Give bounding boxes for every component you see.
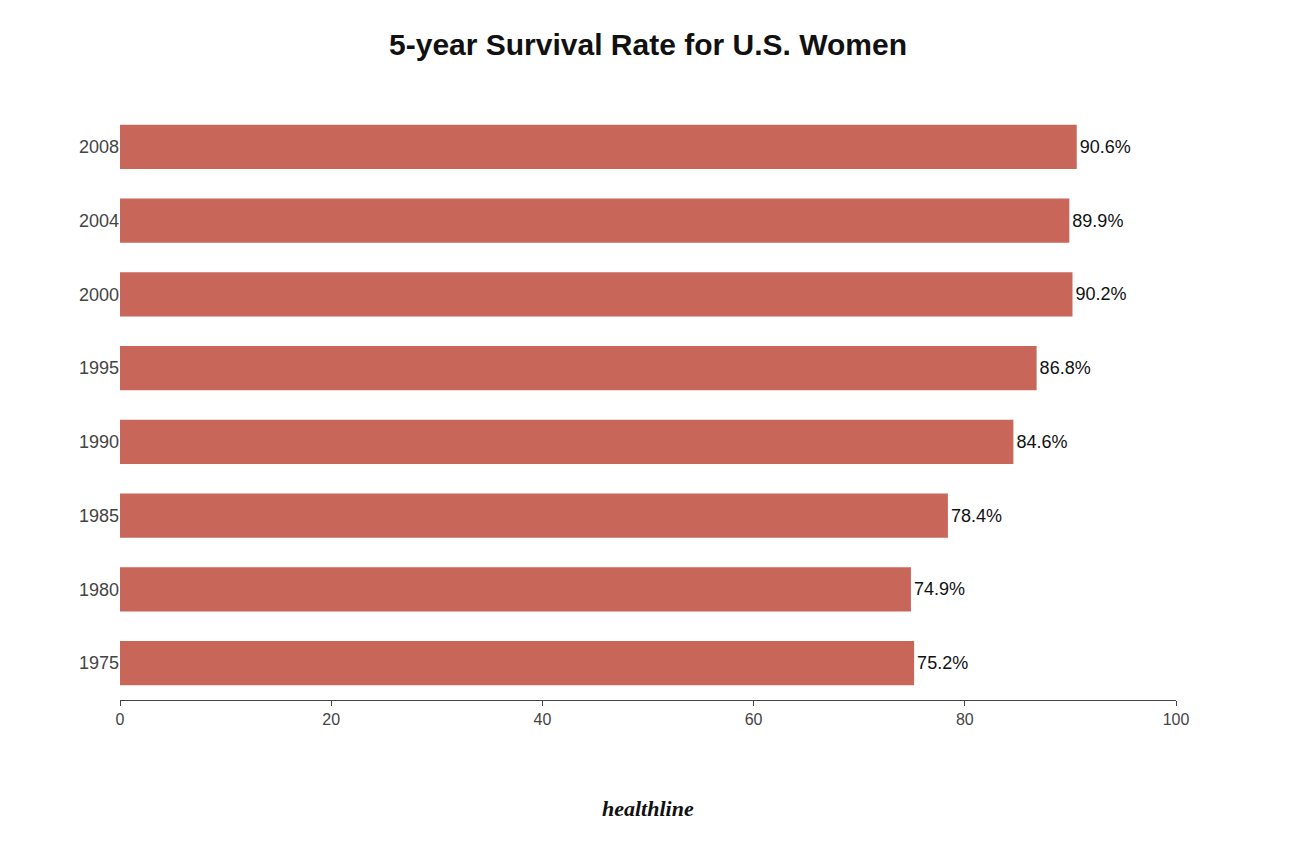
svg-text:86.8%: 86.8% [1040, 358, 1091, 378]
svg-text:75.2%: 75.2% [917, 653, 968, 673]
svg-text:1975: 1975 [79, 653, 119, 673]
svg-text:90.2%: 90.2% [1076, 284, 1127, 304]
svg-text:2008: 2008 [79, 137, 119, 157]
svg-text:1980: 1980 [79, 580, 119, 600]
svg-text:84.6%: 84.6% [1016, 432, 1067, 452]
svg-text:2004: 2004 [79, 211, 119, 231]
svg-text:78.4%: 78.4% [951, 506, 1002, 526]
svg-text:1990: 1990 [79, 432, 119, 452]
svg-text:2000: 2000 [79, 285, 119, 305]
svg-text:1995: 1995 [79, 358, 119, 378]
svg-text:1985: 1985 [79, 506, 119, 526]
svg-text:healthline: healthline [602, 796, 694, 821]
svg-text:5-year Survival Rate for U.S.: 5-year Survival Rate for U.S. Women [389, 28, 907, 61]
svg-text:80: 80 [956, 711, 974, 728]
svg-text:40: 40 [534, 711, 552, 728]
svg-text:100: 100 [1163, 711, 1190, 728]
svg-text:60: 60 [745, 711, 763, 728]
svg-text:74.9%: 74.9% [914, 579, 965, 599]
svg-text:0: 0 [116, 711, 125, 728]
svg-text:90.6%: 90.6% [1080, 137, 1131, 157]
svg-text:89.9%: 89.9% [1072, 211, 1123, 231]
svg-text:20: 20 [322, 711, 340, 728]
